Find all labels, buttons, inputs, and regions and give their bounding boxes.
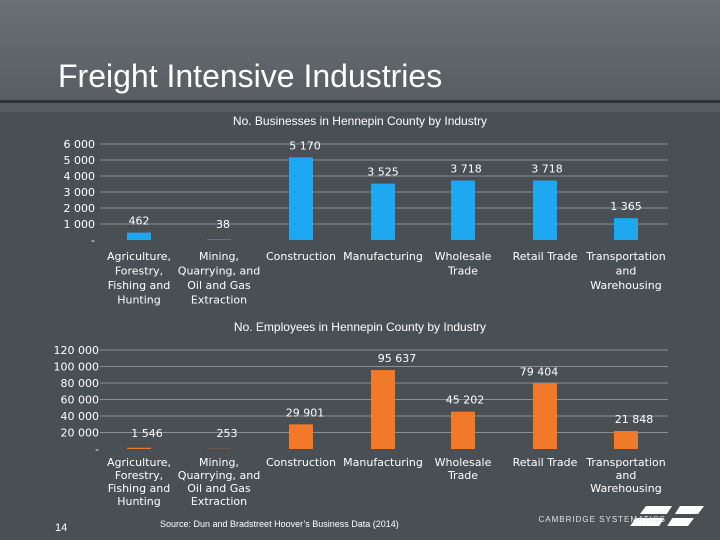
y-tick-label: 5 000 <box>64 154 96 167</box>
chart-title-businesses: No. Businesses in Hennepin County by Ind… <box>232 114 488 128</box>
category-label: Trade <box>447 469 478 482</box>
category-label: Construction <box>266 250 336 263</box>
category-label: Transportation <box>585 250 665 263</box>
bar <box>207 239 231 240</box>
bar <box>614 430 638 449</box>
category-label: Mining, <box>199 456 239 469</box>
data-label: 38 <box>216 218 230 231</box>
data-label: 79 404 <box>520 365 559 378</box>
employees-chart: - 20 000 40 000 60 000 80 000 100 000 120 000 1… <box>54 344 668 508</box>
data-label: 95 637 <box>378 352 417 365</box>
bar <box>127 232 151 240</box>
category-label: Fishing and <box>108 482 171 495</box>
data-label: 253 <box>217 427 238 440</box>
category-label: Quarrying, and <box>178 265 260 278</box>
y-tick-label: 3 000 <box>64 186 96 199</box>
title-band <box>0 0 720 112</box>
bar <box>533 180 557 240</box>
category-label: Oil and Gas <box>187 279 251 292</box>
page-number: 14 <box>55 522 68 534</box>
y-tick-label: 1 000 <box>64 218 96 231</box>
data-label: 45 202 <box>446 394 485 407</box>
category-label: Transportation <box>585 456 665 469</box>
y-tick-label: 100 000 <box>54 361 100 374</box>
y-tick-label: 6 000 <box>64 138 96 151</box>
category-label: Hunting <box>117 294 161 307</box>
data-label: 5 170 <box>289 139 321 152</box>
category-label: Warehousing <box>590 482 661 495</box>
category-label: Warehousing <box>590 279 661 292</box>
y-tick-label: 4 000 <box>64 170 96 183</box>
category-label: and <box>616 469 637 482</box>
bar <box>451 411 475 449</box>
data-label: 3 525 <box>367 166 399 179</box>
category-label: Forestry, <box>115 469 163 482</box>
bar <box>289 157 313 240</box>
category-label: Trade <box>447 265 478 278</box>
bar <box>533 383 557 449</box>
category-label: Extraction <box>191 294 247 307</box>
category-label: Hunting <box>117 495 161 508</box>
bar <box>371 370 395 449</box>
bar <box>127 447 151 449</box>
y-tick-label: - <box>95 443 99 456</box>
data-label: 3 718 <box>450 163 482 176</box>
bar <box>451 180 475 240</box>
logo-mark-icon <box>630 506 704 534</box>
businesses-chart: - 1 000 2 000 3 000 4 000 5 000 6 000 462 38 5 17… <box>64 138 668 307</box>
category-label: Agriculture, <box>107 250 171 263</box>
category-label: Fishing and <box>108 279 171 292</box>
y-tick-label: 60 000 <box>61 394 100 407</box>
category-label: Forestry, <box>115 265 163 278</box>
y-tick-label: 40 000 <box>61 410 100 423</box>
data-label: 462 <box>129 215 150 228</box>
category-label: Wholesale <box>435 250 492 263</box>
y-tick-label: 80 000 <box>61 377 100 390</box>
data-label: 29 901 <box>286 406 325 419</box>
source-note: Source: Dun and Bradstreet Hoover’s Busi… <box>160 519 399 529</box>
category-label: Extraction <box>191 495 247 508</box>
data-label: 1 546 <box>131 427 163 440</box>
bar <box>289 424 313 449</box>
bar <box>614 218 638 240</box>
bar <box>371 183 395 240</box>
category-label: Wholesale <box>435 456 492 469</box>
category-label: Agriculture, <box>107 456 171 469</box>
category-label: Manufacturing <box>343 456 423 469</box>
slide-title: Freight Intensive Industries <box>58 58 443 94</box>
data-label: 3 718 <box>531 163 563 176</box>
y-tick-label: - <box>91 234 95 247</box>
y-tick-label: 20 000 <box>61 427 100 440</box>
data-label: 21 848 <box>615 413 654 426</box>
category-label: Oil and Gas <box>187 482 251 495</box>
chart-title-employees: No. Employees in Hennepin County by Indu… <box>233 320 487 334</box>
category-label: Retail Trade <box>513 456 578 469</box>
category-label: Manufacturing <box>343 250 423 263</box>
category-label: Quarrying, and <box>178 469 260 482</box>
title-divider <box>0 100 720 103</box>
cambridge-systematics-logo: CAMBRIDGE SYSTEMATICS <box>486 500 706 536</box>
logo-text: CAMBRIDGE SYSTEMATICS <box>538 515 666 524</box>
data-label: 1 365 <box>610 200 642 213</box>
y-tick-label: 2 000 <box>64 202 96 215</box>
category-label: Mining, <box>199 250 239 263</box>
category-label: Retail Trade <box>513 250 578 263</box>
y-tick-label: 120 000 <box>54 344 100 357</box>
category-label: Construction <box>266 456 336 469</box>
category-label: and <box>616 265 637 278</box>
